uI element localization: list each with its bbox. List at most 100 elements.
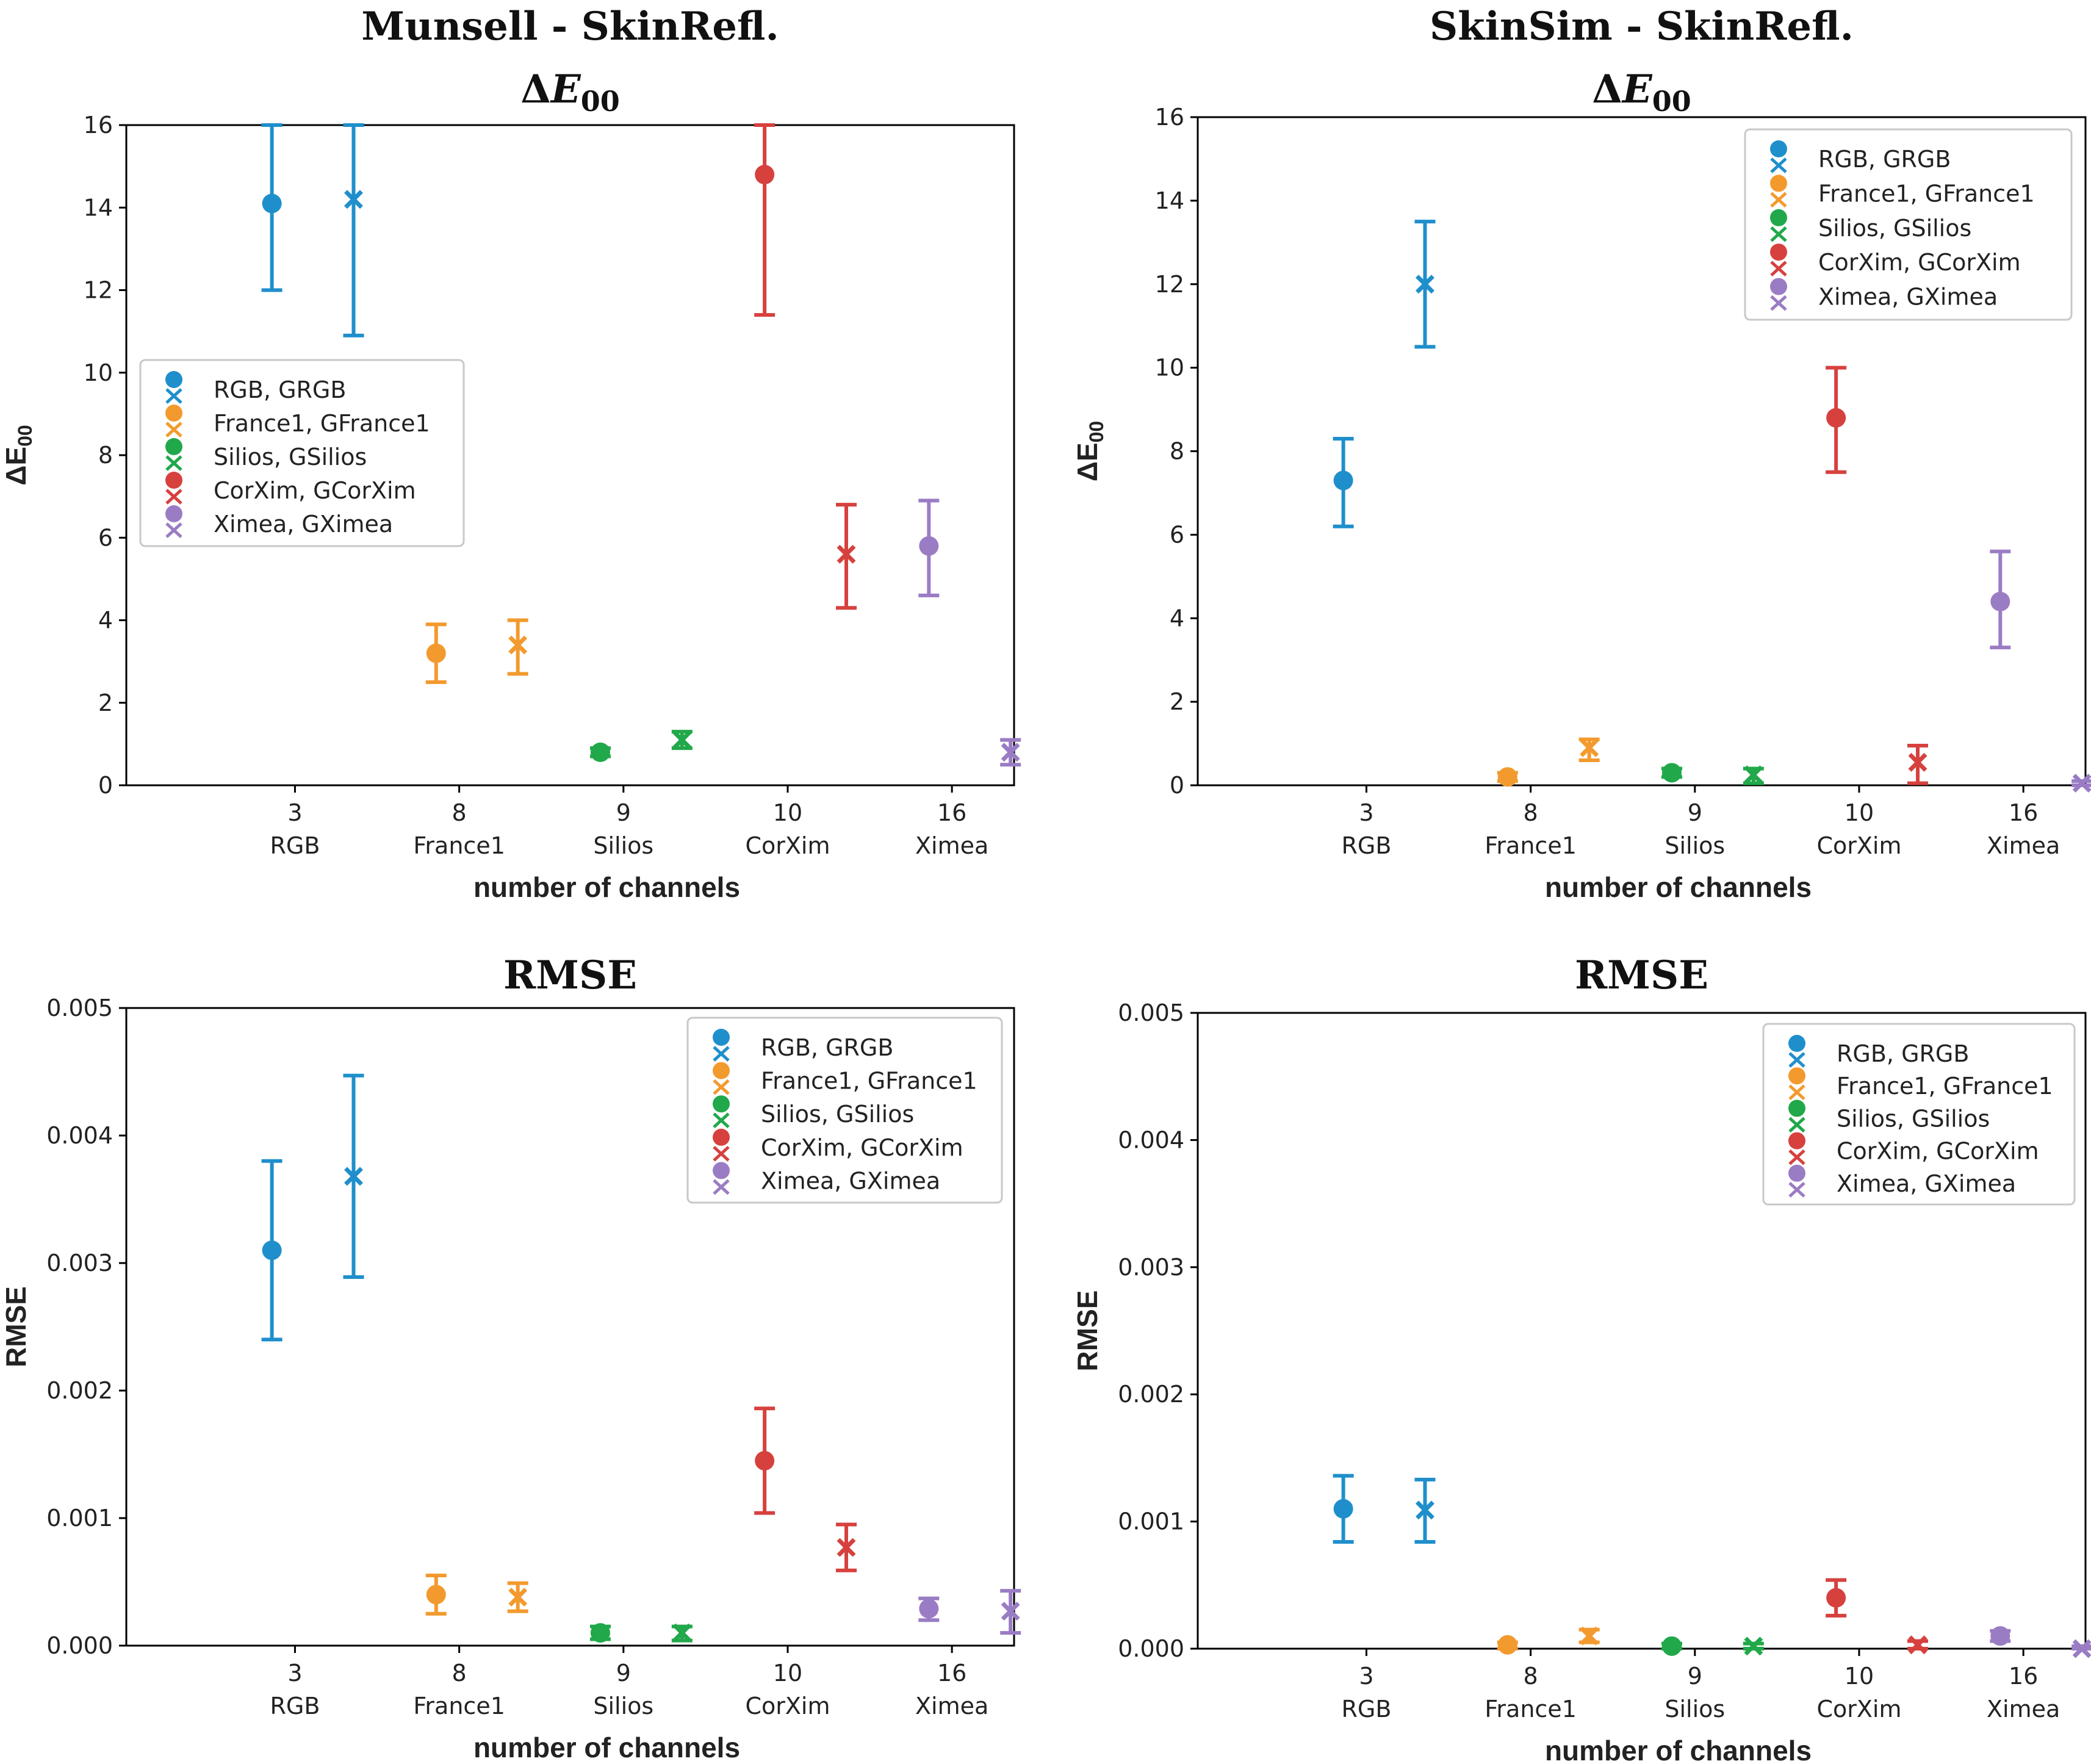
x-tick-name: CorXim bbox=[1816, 1696, 1901, 1723]
marker-x bbox=[1580, 738, 1599, 757]
legend-label: Silios, GSilios bbox=[1818, 215, 1971, 242]
chart-title: Munsell - SkinRefl. bbox=[361, 4, 779, 49]
marker-x bbox=[1001, 743, 1020, 762]
y-tick-label: 0.000 bbox=[46, 1632, 113, 1659]
legend-marker-circle bbox=[713, 1162, 730, 1179]
marker-circle bbox=[590, 742, 610, 762]
y-tick-label: 0 bbox=[98, 772, 113, 799]
data-point-corxim bbox=[1826, 365, 1847, 474]
marker-x bbox=[2072, 1639, 2091, 1658]
y-tick-label: 0.001 bbox=[1118, 1508, 1184, 1535]
data-point-france1 bbox=[1497, 1635, 1518, 1655]
plot-frame bbox=[125, 1007, 1015, 1647]
x-tick-number: 8 bbox=[452, 1660, 467, 1687]
marker-circle bbox=[262, 193, 282, 214]
legend-label: CorXim, GCorXim bbox=[761, 1134, 963, 1161]
plot-frame bbox=[1197, 1012, 2087, 1650]
x-tick-number: 3 bbox=[287, 799, 302, 826]
legend: RGB, GRGB France1, GFrance1 Silios, GSilio… bbox=[139, 359, 465, 547]
marker-x bbox=[1001, 1602, 1020, 1621]
data-point-france1 bbox=[425, 1574, 447, 1616]
x-tick-number: 3 bbox=[1359, 799, 1373, 826]
x-tick-name: RGB bbox=[1341, 832, 1391, 859]
x-tick-name: Silios bbox=[1665, 832, 1725, 859]
x-tick-name: Ximea bbox=[915, 1693, 988, 1719]
data-point-silios bbox=[1661, 1636, 1682, 1656]
legend-marker-x bbox=[1770, 157, 1787, 173]
data-point-gcorxim bbox=[1907, 1635, 1929, 1655]
legend-marker-x bbox=[1788, 1117, 1805, 1133]
legend-entry-rgb: RGB, GRGB bbox=[1770, 140, 1951, 173]
legend-marker-circle bbox=[713, 1128, 730, 1146]
marker-x bbox=[1744, 1636, 1763, 1656]
y-tick-label: 0.004 bbox=[1118, 1126, 1184, 1153]
data-point-france1 bbox=[1497, 767, 1518, 787]
legend-label: Ximea, GXimea bbox=[1818, 284, 1998, 311]
x-axis-label: number of channels bbox=[1545, 871, 1812, 903]
legend-marker-x bbox=[165, 422, 182, 437]
y-tick-label: 0 bbox=[1170, 772, 1184, 799]
y-tick-label: 2 bbox=[98, 689, 113, 716]
x-tick-number: 9 bbox=[616, 1660, 631, 1687]
legend-entry-corxim: CorXim, GCorXim bbox=[1788, 1132, 2039, 1165]
x-tick-number: 9 bbox=[1688, 799, 1702, 826]
marker-circle bbox=[590, 1623, 610, 1643]
legend-entry-corxim: CorXim, GCorXim bbox=[165, 472, 416, 505]
y-tick-label: 16 bbox=[84, 112, 113, 139]
data-point-grgb bbox=[343, 1073, 364, 1279]
x-tick-number: 9 bbox=[616, 799, 631, 826]
legend-entry-ximea: Ximea, GXimea bbox=[713, 1162, 940, 1195]
y-tick-label: 0.004 bbox=[46, 1122, 113, 1149]
x-tick-name: Ximea bbox=[915, 832, 988, 859]
marker-x bbox=[1908, 1635, 1927, 1655]
data-point-rgb bbox=[1333, 1474, 1354, 1544]
x-tick-name: Silios bbox=[593, 1693, 653, 1719]
x-tick-number: 10 bbox=[773, 799, 802, 826]
x-tick-number: 3 bbox=[287, 1660, 302, 1687]
marker-circle bbox=[1497, 1635, 1517, 1655]
data-point-corxim bbox=[1826, 1578, 1847, 1618]
x-tick-name: Ximea bbox=[1987, 1696, 2060, 1723]
legend-marker-x bbox=[1770, 295, 1787, 311]
data-point-gcorxim bbox=[1907, 743, 1929, 785]
y-tick-label: 0.000 bbox=[1118, 1635, 1184, 1662]
legend-marker-circle bbox=[1788, 1164, 1805, 1182]
y-tick-label: 0.003 bbox=[46, 1250, 113, 1276]
legend-box bbox=[1744, 128, 2073, 321]
legend-label: RGB, GRGB bbox=[1818, 146, 1951, 173]
legend-marker-circle bbox=[1770, 140, 1787, 157]
data-point-silios bbox=[1661, 763, 1682, 783]
marker-circle bbox=[1826, 408, 1846, 428]
data-point-gximea bbox=[1000, 1589, 1021, 1635]
legend-label: Silios, GSilios bbox=[214, 444, 367, 470]
marker-circle bbox=[426, 1585, 446, 1605]
x-tick-name: CorXim bbox=[745, 1693, 830, 1719]
marker-x bbox=[1744, 765, 1763, 785]
x-tick-number: 10 bbox=[1844, 799, 1874, 826]
data-point-ximea bbox=[918, 499, 940, 597]
x-tick-name: France1 bbox=[413, 832, 505, 859]
legend-entry-silios: Silios, GSilios bbox=[713, 1095, 914, 1129]
legend-marker-x bbox=[1788, 1181, 1805, 1198]
legend-marker-x bbox=[1770, 261, 1787, 277]
legend-label: RGB, GRGB bbox=[1837, 1040, 1969, 1067]
marker-circle bbox=[262, 1240, 282, 1261]
x-tick-number: 16 bbox=[2009, 799, 2038, 826]
y-tick-label: 0.001 bbox=[46, 1505, 113, 1532]
legend-box bbox=[1762, 1023, 2076, 1206]
x-tick-name: RGB bbox=[270, 1693, 320, 1719]
x-tick-number: 16 bbox=[937, 1660, 966, 1687]
legend-label: Ximea, GXimea bbox=[1837, 1170, 2016, 1197]
legend-marker-x bbox=[713, 1179, 730, 1195]
data-point-corxim bbox=[754, 123, 776, 317]
chart-subtitle: ΔE00 bbox=[520, 67, 619, 118]
legend-label: Ximea, GXimea bbox=[214, 511, 393, 538]
legend-label: France1, GFrance1 bbox=[1818, 180, 2035, 207]
legend-marker-x bbox=[713, 1145, 730, 1162]
x-axis-label: number of channels bbox=[1545, 1735, 1812, 1764]
marker-circle bbox=[755, 1450, 775, 1471]
marker-circle bbox=[1333, 470, 1353, 491]
legend-label: France1, GFrance1 bbox=[214, 410, 430, 437]
legend: RGB, GRGB France1, GFrance1 Silios, GSilio… bbox=[686, 1017, 1003, 1204]
